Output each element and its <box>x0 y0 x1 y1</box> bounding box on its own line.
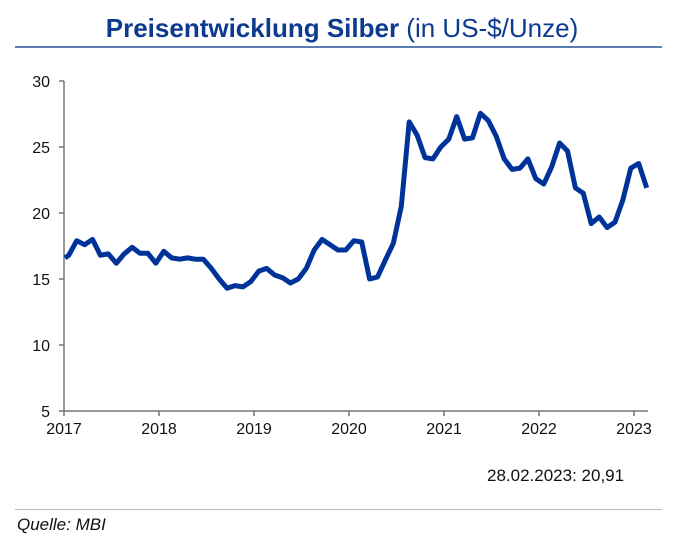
y-tick-label: 25 <box>32 140 50 157</box>
y-axis-ticks: 5 10 15 20 25 30 <box>32 74 64 421</box>
y-tick-label: 5 <box>41 404 50 421</box>
x-tick-label: 2017 <box>46 421 82 438</box>
y-tick-label: 15 <box>32 272 50 289</box>
footer-rule <box>15 509 662 510</box>
y-tick-label: 30 <box>32 74 50 91</box>
x-tick-label: 2020 <box>331 421 367 438</box>
title-rule <box>15 46 662 48</box>
x-tick-label: 2021 <box>426 421 462 438</box>
x-tick-label: 2018 <box>141 421 177 438</box>
y-tick-label: 20 <box>32 206 50 223</box>
x-tick-label: 2022 <box>521 421 557 438</box>
source-note: Quelle: MBI <box>17 515 106 534</box>
axes <box>63 81 648 412</box>
x-axis-ticks: 2017 2018 2019 2020 2021 2022 2023 <box>46 411 652 438</box>
chart-title: Preisentwicklung Silber (in US-$/Unze) <box>0 13 684 44</box>
x-tick-label: 2019 <box>236 421 272 438</box>
y-tick-label: 10 <box>32 338 50 355</box>
chart-title-main: Preisentwicklung Silber <box>105 13 400 43</box>
chart-title-unit: (in US-$/Unze) <box>406 13 579 43</box>
last-value-annotation: 28.02.2023: 20,91 <box>487 466 625 485</box>
x-tick-label: 2023 <box>616 421 652 438</box>
silver-price-line <box>63 110 650 291</box>
series <box>63 110 650 291</box>
